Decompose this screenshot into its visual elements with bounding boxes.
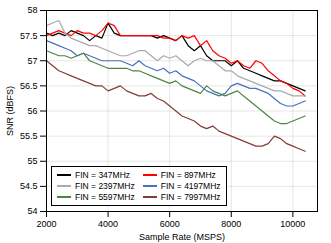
html-text:FIN = 2397MHz: FIN = 2397MHz (75, 181, 135, 191)
svg-text:58: 58 (27, 5, 37, 15)
html-text:FIN = 347MHz: FIN = 347MHz (75, 170, 130, 180)
svg-text:10000: 10000 (280, 219, 305, 229)
svg-text:57.5: 57.5 (20, 31, 38, 41)
html-text:FIN = 4197MHz: FIN = 4197MHz (160, 181, 221, 191)
svg-text:54: 54 (27, 206, 37, 216)
svg-text:56.5: 56.5 (20, 81, 38, 91)
svg-text:57: 57 (27, 56, 37, 66)
svg-text:54.5: 54.5 (20, 181, 38, 191)
html-text:FIN = 5597MHz: FIN = 5597MHz (75, 192, 135, 202)
svg-text:SNR (dBFS): SNR (dBFS) (5, 86, 15, 136)
svg-text:4000: 4000 (98, 219, 118, 229)
svg-text:55.5: 55.5 (20, 131, 38, 141)
svg-text:6000: 6000 (160, 219, 180, 229)
svg-text:56: 56 (27, 106, 37, 116)
svg-text:2000: 2000 (36, 219, 56, 229)
html-text:FIN = 897MHz: FIN = 897MHz (160, 170, 216, 180)
svg-text:8000: 8000 (221, 219, 241, 229)
svg-text:55: 55 (27, 156, 37, 166)
html-text:FIN = 7997MHz: FIN = 7997MHz (160, 192, 221, 202)
svg-text:Sample Rate (MSPS): Sample Rate (MSPS) (139, 232, 225, 242)
